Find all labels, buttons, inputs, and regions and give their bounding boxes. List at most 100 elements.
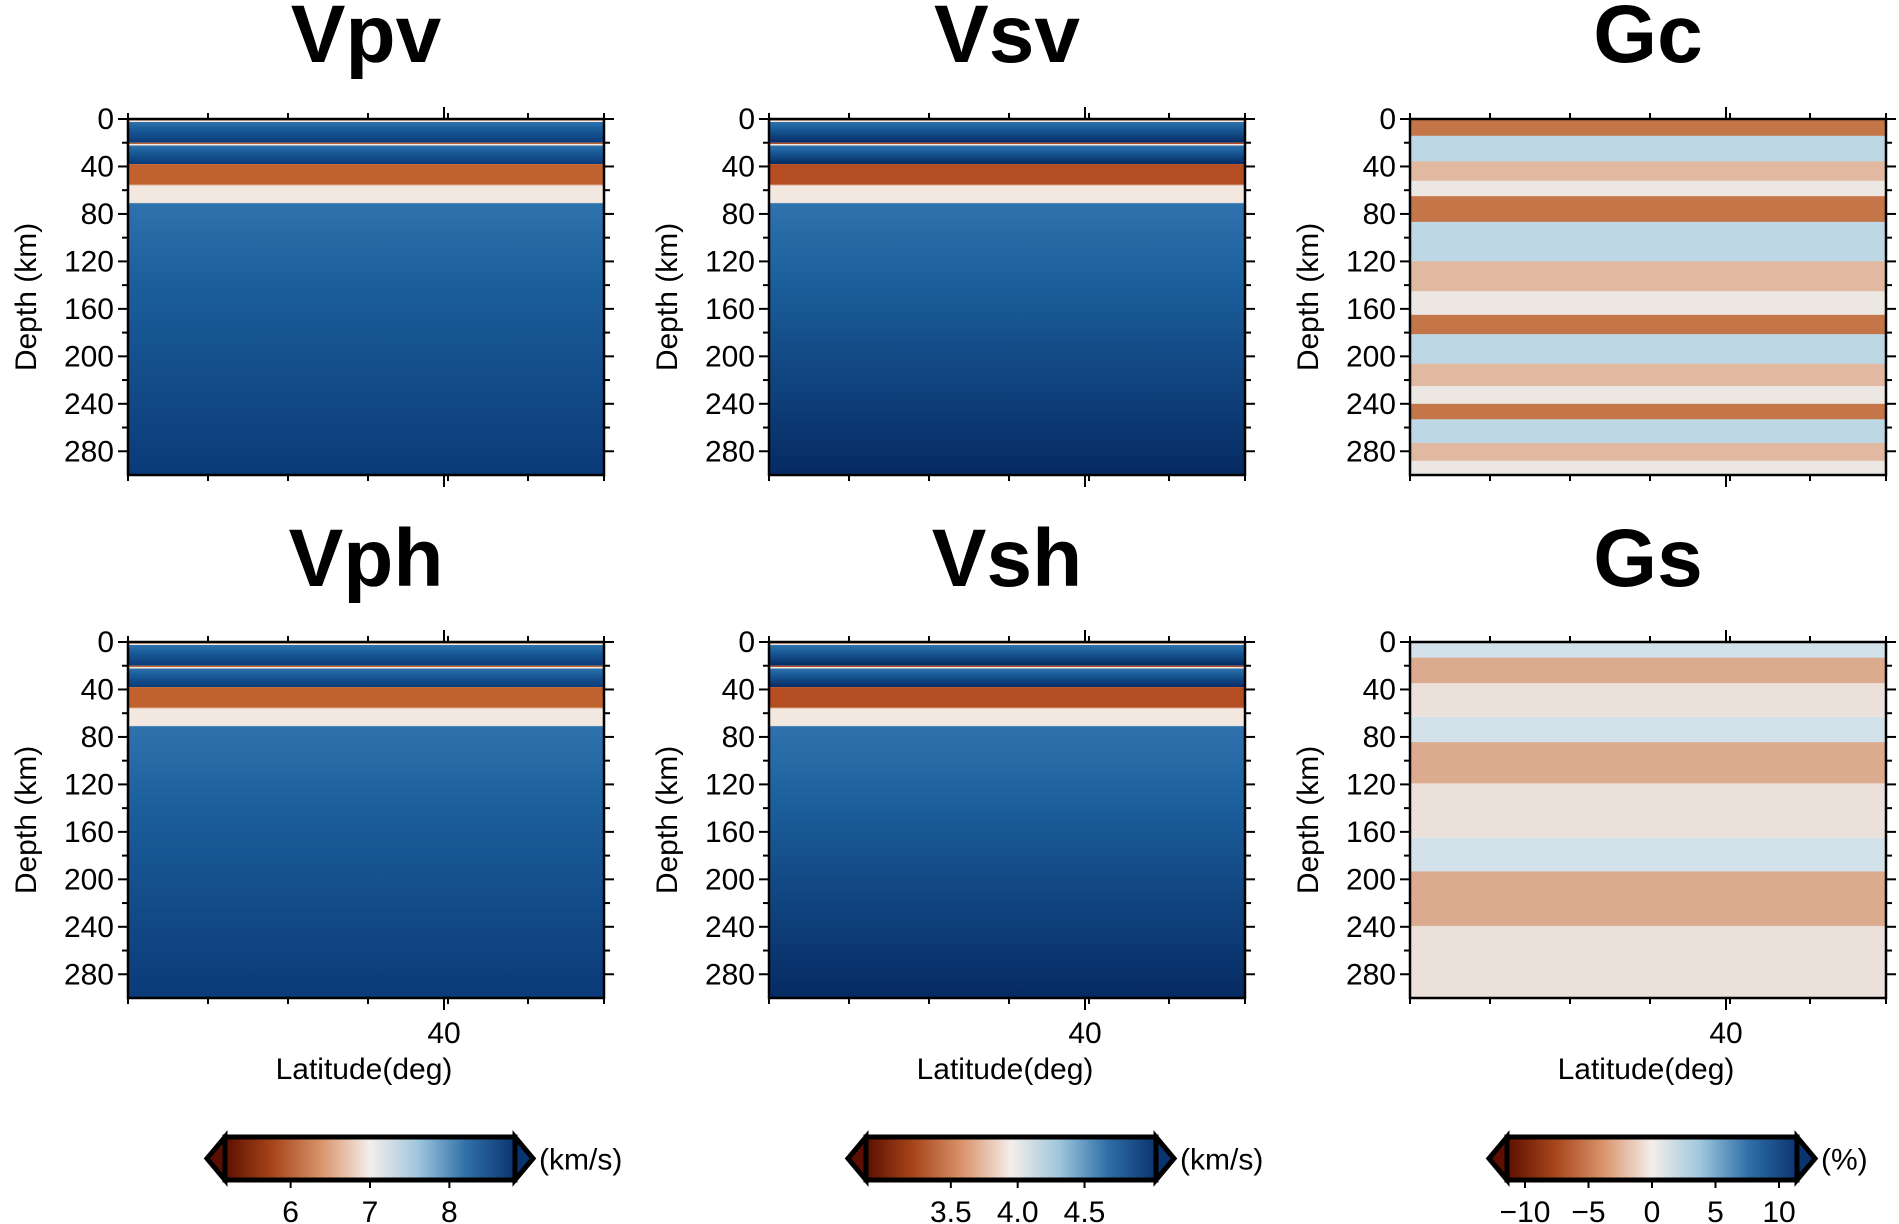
- heatmap-layer: [1410, 196, 1886, 315]
- y-tick-label: 280: [64, 435, 114, 468]
- y-tick-label: 0: [738, 626, 755, 659]
- y-tick-label: 200: [1346, 863, 1396, 896]
- y-axis-label: Depth (km): [651, 223, 684, 371]
- panel-title: Gs: [1593, 513, 1702, 604]
- y-tick-label: 40: [81, 673, 114, 706]
- y-tick-label: 120: [1346, 768, 1396, 801]
- colorbar-tick-label: 3.5: [930, 1196, 972, 1224]
- heatmap-layer: [128, 665, 604, 688]
- y-tick-label: 240: [64, 911, 114, 944]
- y-tick-label: 280: [1346, 435, 1396, 468]
- colorbar-low-triangle: [1485, 1130, 1510, 1187]
- y-tick-label: 120: [705, 245, 755, 278]
- y-tick-label: 40: [722, 673, 755, 706]
- y-tick-label: 0: [1379, 626, 1396, 659]
- y-tick-label: 0: [97, 626, 114, 659]
- y-tick-label: 240: [705, 388, 755, 421]
- colorbar-unit-label: (km/s): [539, 1144, 622, 1177]
- colorbar-high-triangle: [512, 1130, 537, 1187]
- heatmap-layer: [769, 642, 1245, 666]
- heatmap-layer: [1410, 837, 1886, 998]
- colorbar-tick-label: −10: [1500, 1196, 1551, 1224]
- heatmap-layer: [769, 687, 1245, 998]
- colorbar-high-triangle: [1153, 1130, 1178, 1187]
- colorbar-high-triangle: [1794, 1130, 1819, 1187]
- heatmap-layer: [128, 642, 604, 666]
- y-tick-label: 160: [1346, 293, 1396, 326]
- heatmap-layer: [1410, 314, 1886, 404]
- heatmap-layer: [1410, 642, 1886, 717]
- y-tick-label: 240: [1346, 911, 1396, 944]
- colorbar-tick-label: 8: [441, 1196, 458, 1224]
- colorbar-tick-label: −5: [1571, 1196, 1605, 1224]
- heatmap-layer: [128, 142, 604, 165]
- colorbar-low-triangle: [203, 1130, 228, 1187]
- panel-gc: Gc 0 40 80 120 160 200 240 280 Depth (km): [1292, 0, 1896, 487]
- colorbar-2: 3.5 4.0 4.5 (km/s): [844, 1130, 1263, 1224]
- x-tick-label: 40: [1709, 1017, 1742, 1050]
- colorbar-ramp: [1504, 1134, 1800, 1183]
- y-tick-label: 160: [705, 293, 755, 326]
- y-tick-label: 120: [64, 768, 114, 801]
- x-axis-label: Latitude(deg): [276, 1053, 453, 1086]
- y-tick-label: 80: [1363, 721, 1396, 754]
- y-tick-label: 120: [705, 768, 755, 801]
- heatmap-layer: [769, 142, 1245, 165]
- plot-frame: [126, 117, 606, 477]
- y-tick-label: 0: [97, 103, 114, 136]
- y-tick-label: 40: [1363, 150, 1396, 183]
- heatmap-layer: [128, 687, 604, 998]
- colorbar-tick-label: 0: [1644, 1196, 1661, 1224]
- y-tick-label: 280: [705, 958, 755, 991]
- panel-vpv: Vpv 0 40 80 120 160 200 240 280 Depth (km): [10, 0, 614, 487]
- x-axis-label: Latitude(deg): [1558, 1053, 1735, 1086]
- y-tick-label: 40: [722, 150, 755, 183]
- x-tick-label: 40: [1068, 1017, 1101, 1050]
- y-tick-label: 200: [705, 863, 755, 896]
- y-tick-label: 280: [64, 958, 114, 991]
- y-tick-label: 240: [64, 388, 114, 421]
- y-tick-label: 200: [64, 863, 114, 896]
- colorbar-tick-label: 4.5: [1064, 1196, 1106, 1224]
- y-tick-label: 80: [81, 198, 114, 231]
- y-tick-label: 200: [705, 340, 755, 373]
- plot-frame: [126, 640, 606, 1000]
- heatmap-layer: [128, 164, 604, 476]
- y-tick-label: 160: [1346, 816, 1396, 849]
- y-tick-label: 200: [1346, 340, 1396, 373]
- x-axis-label: Latitude(deg): [917, 1053, 1094, 1086]
- plot-frame: [1408, 640, 1888, 1000]
- panel-title: Vsh: [932, 513, 1082, 604]
- y-tick-label: 80: [1363, 198, 1396, 231]
- y-tick-label: 0: [1379, 103, 1396, 136]
- panel-vsv: Vsv 0 40 80 120 160 200 240 280 Depth (km): [651, 0, 1255, 487]
- y-tick-label: 280: [1346, 958, 1396, 991]
- y-tick-label: 80: [81, 721, 114, 754]
- colorbar-tick-label: 6: [282, 1196, 299, 1224]
- y-tick-label: 160: [705, 816, 755, 849]
- y-axis-label: Depth (km): [1292, 746, 1325, 894]
- heatmap-layer: [769, 119, 1245, 143]
- heatmap-layer: [1410, 403, 1886, 475]
- heatmap-layer: [1410, 716, 1886, 838]
- y-tick-label: 0: [738, 103, 755, 136]
- colorbar-tick-label: 10: [1762, 1196, 1795, 1224]
- y-tick-label: 240: [1346, 388, 1396, 421]
- colorbar-ramp: [863, 1134, 1159, 1183]
- panel-title: Gc: [1593, 0, 1702, 80]
- colorbar-tick-label: 5: [1707, 1196, 1724, 1224]
- y-axis-label: Depth (km): [1292, 223, 1325, 371]
- y-tick-label: 40: [1363, 673, 1396, 706]
- y-tick-label: 200: [64, 340, 114, 373]
- colorbar-tick-label: 7: [362, 1196, 379, 1224]
- y-tick-label: 240: [705, 911, 755, 944]
- y-axis-label: Depth (km): [10, 223, 43, 371]
- panel-title: Vpv: [291, 0, 442, 80]
- heatmap-layer: [1410, 119, 1886, 197]
- colorbar-ramp: [222, 1134, 518, 1183]
- colorbar-low-triangle: [844, 1130, 869, 1187]
